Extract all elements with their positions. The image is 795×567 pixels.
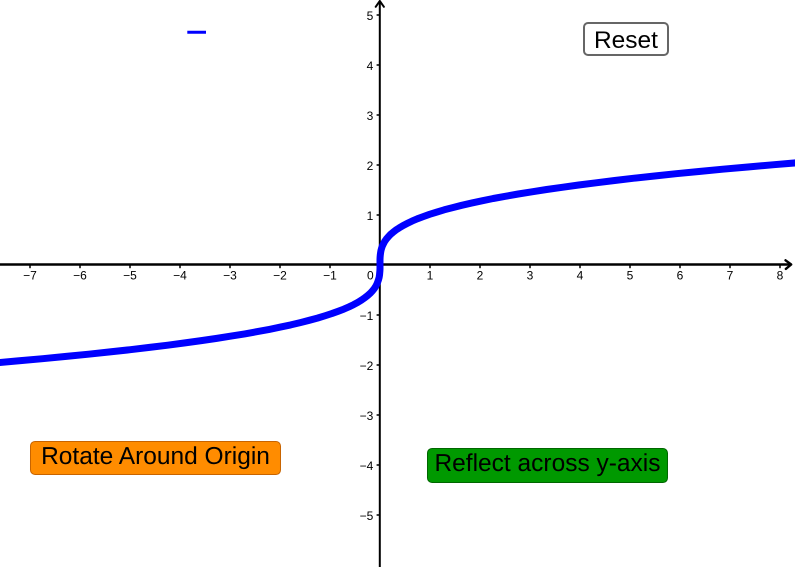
svg-text:4: 4 bbox=[367, 59, 374, 73]
svg-text:−2: −2 bbox=[360, 359, 374, 373]
svg-text:−6: −6 bbox=[73, 269, 87, 283]
svg-text:3: 3 bbox=[527, 269, 534, 283]
svg-text:−2: −2 bbox=[273, 269, 287, 283]
svg-text:7: 7 bbox=[727, 269, 734, 283]
svg-text:1: 1 bbox=[367, 209, 374, 223]
svg-text:0: 0 bbox=[367, 269, 374, 283]
svg-text:−7: −7 bbox=[23, 269, 37, 283]
svg-text:1: 1 bbox=[427, 269, 434, 283]
svg-text:2: 2 bbox=[367, 159, 374, 173]
svg-text:5: 5 bbox=[627, 269, 634, 283]
svg-text:−3: −3 bbox=[223, 269, 237, 283]
svg-text:−1: −1 bbox=[360, 309, 374, 323]
svg-text:6: 6 bbox=[677, 269, 684, 283]
svg-text:−5: −5 bbox=[360, 509, 374, 523]
svg-text:−4: −4 bbox=[360, 459, 374, 473]
svg-text:−1: −1 bbox=[323, 269, 337, 283]
svg-text:3: 3 bbox=[367, 109, 374, 123]
svg-text:−5: −5 bbox=[123, 269, 137, 283]
svg-text:4: 4 bbox=[577, 269, 584, 283]
svg-text:2: 2 bbox=[477, 269, 484, 283]
svg-text:−3: −3 bbox=[360, 409, 374, 423]
svg-text:8: 8 bbox=[777, 269, 784, 283]
svg-text:−4: −4 bbox=[173, 269, 187, 283]
svg-text:5: 5 bbox=[367, 9, 374, 23]
